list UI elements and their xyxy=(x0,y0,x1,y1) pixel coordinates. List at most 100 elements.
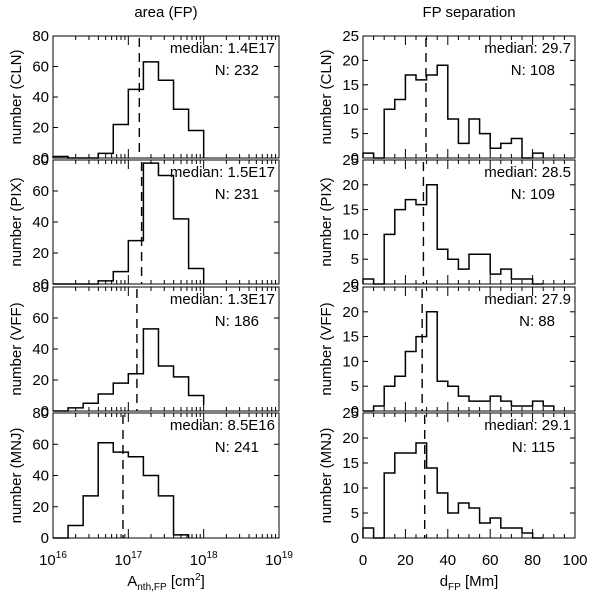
y-tick-label: 40 xyxy=(32,214,49,231)
right-x-axis-label: dFP [Mm] xyxy=(440,573,499,593)
y-tick-label: 40 xyxy=(32,468,49,485)
y-tick-label: 80 xyxy=(32,152,49,169)
histogram-step xyxy=(362,184,544,285)
histogram-step xyxy=(363,311,555,412)
y-tick-label: 10 xyxy=(342,353,359,370)
panel-0-1: 0 20 40 60 80 median: 1.5E17 N: 231 number (PIX… xyxy=(8,152,280,293)
y-tick-label: 80 xyxy=(32,279,49,296)
panel-1-1: 0 5 10 15 20 25 median: 28.5 N: 109 number (PIX) xyxy=(318,152,576,293)
histogram-step xyxy=(52,61,205,159)
y-tick-label: 15 xyxy=(342,455,359,472)
y-tick-label: 15 xyxy=(342,77,359,94)
y-tick-label: 80 xyxy=(32,405,49,422)
y-tick-label: 60 xyxy=(32,310,49,327)
y-axis-label: number (VFF) xyxy=(318,302,335,395)
y-tick-label: 25 xyxy=(342,279,359,296)
y-tick-label: 20 xyxy=(342,177,359,194)
x-tick-label: 0 xyxy=(359,552,367,569)
left-column-title: area (FP) xyxy=(134,4,197,21)
y-tick-label: 5 xyxy=(351,126,359,143)
x-tick-label: 20 xyxy=(397,552,414,569)
x-tick-label: 40 xyxy=(439,552,456,569)
y-tick-label: 20 xyxy=(32,120,49,137)
y-tick-label: 25 xyxy=(342,405,359,422)
y-tick-label: 25 xyxy=(342,152,359,169)
x-tick-label: 1018 xyxy=(190,550,218,569)
y-axis-label: number (VFF) xyxy=(8,302,25,395)
y-tick-label: 0 xyxy=(41,276,49,293)
median-label: median: 1.5E17 xyxy=(170,164,275,181)
panel-1-2: 0 5 10 15 20 25 median: 27.9 N: 88 number (VFF) xyxy=(318,279,576,420)
x-tick-label: 100 xyxy=(562,552,587,569)
x-tick-label: 1017 xyxy=(114,550,142,569)
y-tick-label: 80 xyxy=(32,28,49,45)
y-tick-label: 0 xyxy=(41,403,49,420)
y-tick-label: 0 xyxy=(351,530,359,547)
histogram-step xyxy=(362,64,544,159)
histogram-step xyxy=(53,162,205,285)
y-tick-label: 0 xyxy=(351,276,359,293)
y-tick-label: 20 xyxy=(32,499,49,516)
x-tick-label: 1019 xyxy=(265,550,293,569)
y-tick-label: 20 xyxy=(342,430,359,447)
y-tick-label: 40 xyxy=(32,341,49,358)
panels: 0 20 40 60 80 median: 1.4E17 N: 232 number (CLN… xyxy=(8,28,588,569)
y-tick-label: 0 xyxy=(41,150,49,167)
count-label: N: 186 xyxy=(215,313,259,330)
median-label: median: 8.5E16 xyxy=(170,417,275,434)
histogram-step xyxy=(53,328,205,412)
y-tick-label: 10 xyxy=(342,101,359,118)
y-tick-label: 5 xyxy=(351,505,359,522)
y-tick-label: 5 xyxy=(351,251,359,268)
y-tick-label: 60 xyxy=(32,183,49,200)
panel-1-0: 0 5 10 15 20 25 median: 29.7 N: 108 number (CLN) xyxy=(318,28,576,167)
count-label: N: 232 xyxy=(215,62,259,79)
y-tick-label: 0 xyxy=(41,530,49,547)
y-tick-label: 60 xyxy=(32,436,49,453)
median-label: median: 1.4E17 xyxy=(170,40,275,57)
y-tick-label: 25 xyxy=(342,28,359,45)
y-axis-label: number (MNJ) xyxy=(8,428,25,524)
count-label: N: 88 xyxy=(519,313,555,330)
y-tick-label: 10 xyxy=(342,480,359,497)
y-tick-label: 15 xyxy=(342,329,359,346)
median-label: median: 28.5 xyxy=(484,164,571,181)
y-axis-label: number (CLN) xyxy=(8,49,25,144)
y-axis-label: number (MNJ) xyxy=(318,428,335,524)
y-tick-label: 60 xyxy=(32,59,49,76)
y-tick-label: 0 xyxy=(351,150,359,167)
y-tick-label: 20 xyxy=(342,52,359,69)
panel-0-3: 0 20 40 60 80 median: 8.5E16 N: 241 number (MNJ… xyxy=(8,405,280,547)
x-tick-label: 1016 xyxy=(39,550,67,569)
y-tick-label: 5 xyxy=(351,378,359,395)
median-label: median: 1.3E17 xyxy=(170,291,275,308)
right-column-title: FP separation xyxy=(422,4,515,21)
x-tick-label: 80 xyxy=(524,552,541,569)
left-x-axis-label: Anth,FP [cm2] xyxy=(127,572,205,593)
y-tick-label: 40 xyxy=(32,89,49,106)
x-tick-label: 60 xyxy=(482,552,499,569)
panel-1-3: 0 5 10 15 20 25 median: 29.1 N: 115 number (MNJ) xyxy=(318,405,576,547)
y-axis-label: number (CLN) xyxy=(318,49,335,144)
panel-0-0: 0 20 40 60 80 median: 1.4E17 N: 232 number (CLN… xyxy=(8,28,280,167)
median-label: median: 29.1 xyxy=(484,417,571,434)
count-label: N: 231 xyxy=(215,186,259,203)
y-tick-label: 15 xyxy=(342,202,359,219)
y-tick-label: 0 xyxy=(351,403,359,420)
y-axis-label: number (PIX) xyxy=(8,177,25,266)
y-axis-label: number (PIX) xyxy=(318,177,335,266)
histogram-step xyxy=(362,442,544,539)
histogram-step xyxy=(53,441,190,539)
y-tick-label: 10 xyxy=(342,226,359,243)
panel-0-2: 0 20 40 60 80 median: 1.3E17 N: 186 number (VFF… xyxy=(8,279,280,420)
y-tick-label: 20 xyxy=(32,372,49,389)
y-tick-label: 20 xyxy=(32,245,49,262)
count-label: N: 108 xyxy=(511,62,555,79)
count-label: N: 115 xyxy=(512,439,555,456)
median-label: median: 27.9 xyxy=(484,291,571,308)
median-label: median: 29.7 xyxy=(484,40,571,57)
y-tick-label: 20 xyxy=(342,304,359,321)
count-label: N: 109 xyxy=(511,186,555,203)
count-label: N: 241 xyxy=(215,439,259,456)
